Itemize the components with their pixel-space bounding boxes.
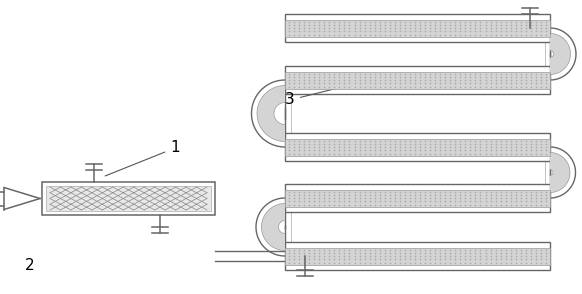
Bar: [285, 19, 550, 36]
Bar: [285, 14, 550, 42]
Bar: [285, 138, 550, 156]
Bar: [285, 190, 550, 206]
Bar: [285, 66, 550, 94]
Bar: [285, 71, 550, 88]
Polygon shape: [550, 153, 570, 193]
Bar: [285, 242, 550, 270]
Polygon shape: [550, 34, 570, 74]
Bar: [42, 182, 215, 215]
Text: 2: 2: [25, 258, 35, 273]
Bar: [285, 184, 550, 212]
Bar: [285, 248, 550, 265]
Bar: [285, 133, 550, 161]
Text: 1: 1: [105, 141, 180, 176]
Polygon shape: [257, 86, 285, 141]
Polygon shape: [261, 203, 285, 250]
Text: 3: 3: [285, 81, 367, 108]
Bar: [46, 186, 211, 211]
